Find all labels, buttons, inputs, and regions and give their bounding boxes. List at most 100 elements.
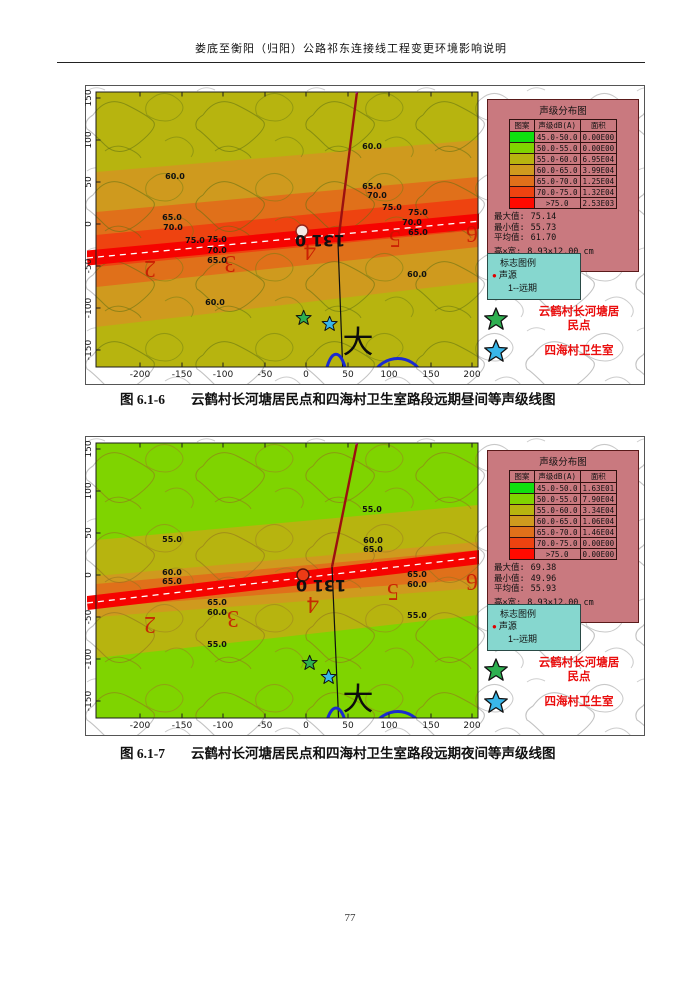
legend-row: 70.0-75.0 1.32E04 [508,186,618,198]
source-legend-title: 标志图例 [500,609,537,619]
contour-label: 70.0 [207,246,227,255]
x-axis-label: -200 [130,721,151,731]
y-axis-label: 50 [85,176,94,188]
area-value: 0.00E00 [579,537,618,549]
stat-label: 高×宽: [494,246,522,257]
plot-frame [95,442,479,719]
phase-label: 1--远期 [508,283,537,293]
contour-label: 55.0 [407,611,427,620]
stat-line: 最小值: 49.96 [494,574,636,585]
legend-table: 图案 声级dB(A) 面积 45.0-50.0 1.63E01 50.0-55.0… [508,470,618,560]
stat-value: 55.73 [530,222,557,233]
station-label: 131 0 [296,576,346,595]
x-axis-label: 100 [380,721,397,731]
village-star-icon [484,307,508,331]
level-range: 70.0-75.0 [533,537,581,549]
area-value: 0.00E00 [579,548,618,560]
level-range: 55.0-60.0 [533,153,581,165]
source-label: 声源 [498,270,517,280]
level-range: 50.0-55.0 [533,493,581,505]
marker-label: 云鹤村长河塘居 民点 [515,305,643,334]
figure-daytime-noise-map: 131 0 2 3 4 5 6 60.0 60.0 65.0 70.0 75.0… [85,85,645,385]
contour-label: 75.0 [408,208,428,217]
legend-col-area: 面积 [579,119,618,132]
page-number: 77 [344,912,356,924]
contour-label: 65.0 [363,545,383,554]
y-axis-label: -50 [85,258,94,273]
contour-label: 60.0 [362,142,382,151]
village-star-icon [295,309,312,325]
source-legend-title: 标志图例 [500,258,537,268]
axis-ticks [96,92,473,367]
area-value: 0.00E00 [579,142,618,154]
area-value: 1.06E04 [579,515,618,527]
river-path [378,710,418,718]
marker-row: 四海村卫生室 [483,689,643,715]
legend-row: 70.0-75.0 0.00E00 [508,537,618,549]
chainage-label: 3 [224,250,236,276]
marker-label-line: 云鹤村长河塘居 [538,657,620,669]
x-axis-label: -100 [213,370,234,380]
level-range: 45.0-50.0 [533,131,581,143]
chainage-label: 3 [227,605,239,631]
legend-color-swatch [508,548,535,560]
stat-value: 69.38 [530,563,557,573]
chainage-label: 5 [389,225,401,251]
contour-label: 70.0 [402,218,422,227]
chainage-label: 5 [387,578,399,604]
village-star-icon [301,654,318,670]
stat-label: 平均值: [494,233,525,243]
y-axis-label: -150 [85,691,94,712]
contour-label: 65.0 [207,256,227,265]
legend-color-swatch [508,504,535,516]
legend-col-level: 声级dB(A) [533,119,581,132]
caption-number: 图 6.1-7 [120,746,165,761]
caption-number: 图 6.1-6 [120,392,165,407]
y-axis-label: -50 [85,609,94,624]
level-range: >75.0 [533,548,581,560]
contour-label: 60.0 [407,270,427,279]
x-axis-label: -150 [172,370,193,380]
x-axis-label: -50 [258,721,273,731]
clinic-star-icon [320,668,337,684]
road-band [87,213,479,266]
y-axis-labels: 150 100 50 0 -50 -100 -150 [85,440,94,711]
source-label: 声源 [498,621,517,631]
map-big-char-label: 大 [343,682,374,718]
stat-line: 最大值: 75.14 [494,212,636,223]
x-axis-label: 0 [303,370,309,380]
chainage-label: 6 [466,568,478,594]
x-axis-labels: -200 -150 -100 -50 0 50 100 150 200 [130,370,481,380]
level-range: 65.0-70.0 [533,526,581,538]
y-axis-label: 150 [85,440,94,457]
contour-label: 65.0 [162,577,182,586]
legend-color-swatch [508,175,535,187]
clinic-star-icon [484,690,508,713]
legend-row: 65.0-70.0 1.46E04 [508,526,618,538]
y-axis-label: 100 [85,131,94,148]
y-axis-labels: 150 100 50 0 -50 -100 -150 [85,89,94,360]
x-axis-label: 0 [303,721,309,731]
marker-legend: 云鹤村长河塘居 民点 四海村卫生室 [483,305,643,368]
x-axis-label: 150 [422,721,439,731]
stat-value: 8.93×12.00 cm [527,246,594,257]
road-axis-line [331,566,340,718]
document-header-title: 娄底至衡阳（归阳）公路祁东连接线工程变更环境影响说明 [57,40,645,63]
source-dot-icon: ● [492,622,497,631]
caption-text: 云鹤村长河塘居民点和四海村卫生室路段远期夜间等声级线图 [191,746,556,761]
y-axis-label: 0 [85,572,94,578]
chainage-label: 4 [307,591,319,617]
legend-header-row: 图案 声级dB(A) 面积 [508,470,618,483]
legend-row: 55.0-60.0 6.95E04 [508,153,618,165]
x-axis-label: 50 [342,721,354,731]
river-path [325,353,347,367]
area-value: 3.99E04 [579,164,618,176]
legend-title: 声级分布图 [539,457,587,468]
y-axis-label: 50 [85,527,94,539]
source-point-marker [296,568,310,582]
river-path [326,706,346,718]
chainage-label: 6 [466,220,478,246]
legend-row: 60.0-65.0 3.99E04 [508,164,618,176]
legend-color-swatch [508,482,535,494]
level-range: 60.0-65.0 [533,515,581,527]
